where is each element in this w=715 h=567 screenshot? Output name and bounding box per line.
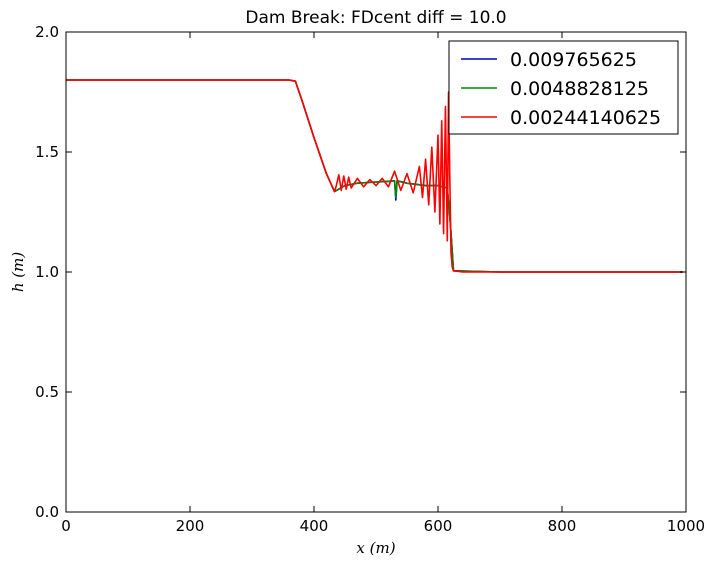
x-tick-label: 200 bbox=[176, 517, 205, 535]
legend: 0.009765625 0.0048828125 0.00244140625 bbox=[448, 40, 679, 135]
x-tick-label: 400 bbox=[300, 517, 329, 535]
x-tick-label: 1000 bbox=[667, 517, 705, 535]
x-tick-group: 0 200 400 600 800 1000 bbox=[61, 32, 705, 535]
y-tick-label: 2.0 bbox=[35, 23, 59, 41]
x-tick-label: 600 bbox=[424, 517, 453, 535]
y-tick-group: 0.0 0.5 1.0 1.5 2.0 bbox=[35, 23, 686, 521]
chart-title: Dam Break: FDcent diff = 10.0 bbox=[245, 8, 506, 28]
series-group bbox=[66, 79, 683, 273]
legend-label-1: 0.009765625 bbox=[510, 49, 637, 71]
legend-label-3: 0.00244140625 bbox=[510, 107, 661, 129]
y-tick-label: 0.0 bbox=[35, 503, 59, 521]
x-axis-label: x (m) bbox=[356, 539, 395, 557]
series-line-3 bbox=[66, 79, 683, 273]
y-tick-label: 1.0 bbox=[35, 263, 59, 281]
x-tick-label: 0 bbox=[61, 517, 71, 535]
x-tick-label: 800 bbox=[548, 517, 577, 535]
y-tick-label: 1.5 bbox=[35, 143, 59, 161]
legend-label-2: 0.0048828125 bbox=[510, 78, 649, 100]
y-tick-label: 0.5 bbox=[35, 383, 59, 401]
y-axis-label: h (m) bbox=[9, 252, 27, 293]
